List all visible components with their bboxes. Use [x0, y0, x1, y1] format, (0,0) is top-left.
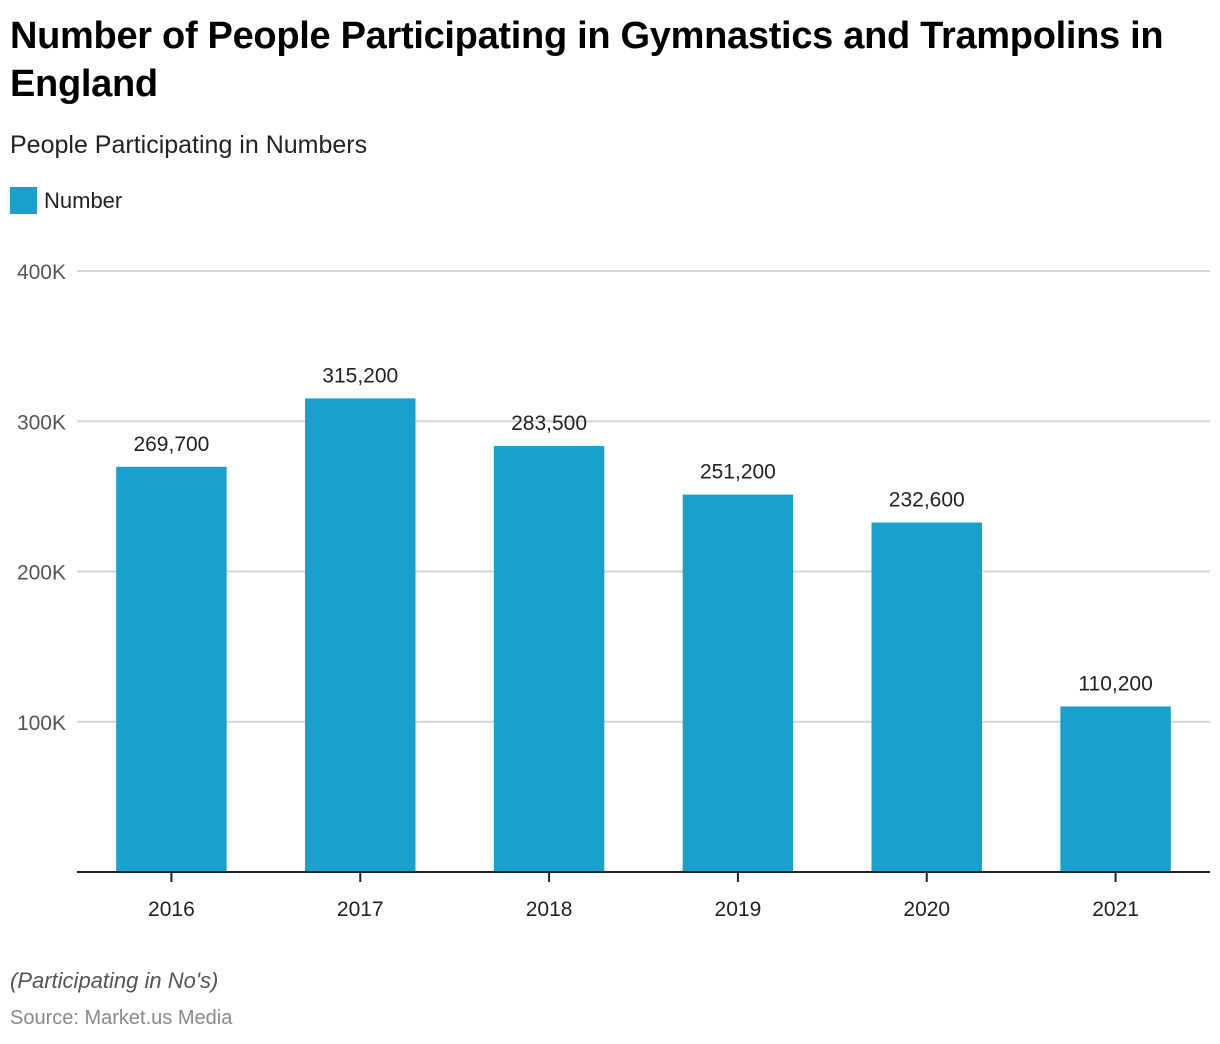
bars: [116, 398, 1171, 872]
y-tick-label: 200K: [17, 562, 66, 585]
gridlines: [77, 270, 1210, 723]
data-label: 232,600: [889, 489, 965, 512]
data-label: 110,200: [1078, 672, 1152, 695]
bar-2016: [116, 466, 227, 872]
data-label: 251,200: [700, 461, 776, 484]
data-label: 283,500: [511, 412, 587, 435]
x-tick-label: 2020: [903, 898, 950, 921]
x-tick-label: 2018: [526, 898, 573, 921]
footnote: (Participating in No's): [10, 968, 219, 993]
bar-2018: [493, 446, 605, 872]
y-tick-label: 400K: [17, 261, 66, 284]
bar-2020: [871, 522, 982, 872]
data-labels: 269,700 315,200 283,500 251,200 232,600 110,2…: [133, 364, 1152, 695]
source-text: Source: Market.us Media: [10, 1007, 233, 1029]
chart-title: Number of People Participating in Gymnas…: [10, 15, 1164, 105]
y-axis-ticks: 100K 200K 300K 400K: [17, 261, 66, 735]
data-label: 269,700: [133, 433, 209, 456]
chart-subtitle: People Participating in Numbers: [10, 131, 368, 159]
legend-swatch: [10, 187, 37, 214]
bar-2017: [305, 398, 416, 872]
y-tick-label: 100K: [17, 712, 66, 735]
legend: Number: [10, 187, 122, 214]
bar-2021: [1060, 706, 1171, 872]
bar-2019: [682, 494, 794, 872]
y-tick-label: 300K: [17, 411, 66, 434]
legend-label: Number: [44, 187, 123, 213]
x-tick-label: 2019: [715, 898, 762, 921]
x-axis: 2016 2017 2018 2019 2020 2021: [77, 871, 1210, 921]
data-label: 315,200: [322, 364, 398, 387]
x-tick-label: 2021: [1092, 898, 1139, 921]
x-tick-label: 2017: [337, 898, 384, 921]
x-tick-label: 2016: [148, 898, 195, 921]
